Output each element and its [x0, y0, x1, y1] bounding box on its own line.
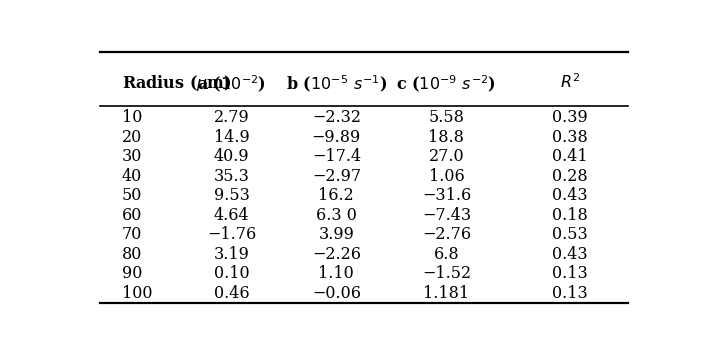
Text: 30: 30: [122, 148, 142, 165]
Text: 10: 10: [122, 109, 142, 126]
Text: 1.06: 1.06: [429, 168, 464, 185]
Text: 14.9: 14.9: [214, 129, 250, 146]
Text: 3.19: 3.19: [214, 246, 250, 263]
Text: 0.41: 0.41: [552, 148, 588, 165]
Text: −1.76: −1.76: [207, 226, 256, 243]
Text: −7.43: −7.43: [422, 207, 471, 224]
Text: 50: 50: [122, 187, 142, 204]
Text: 1.181: 1.181: [423, 285, 469, 302]
Text: 20: 20: [122, 129, 142, 146]
Text: 40.9: 40.9: [214, 148, 250, 165]
Text: 18.8: 18.8: [428, 129, 464, 146]
Text: 80: 80: [122, 246, 142, 263]
Text: −17.4: −17.4: [312, 148, 361, 165]
Text: a ($10^{-2}$): a ($10^{-2}$): [197, 73, 266, 94]
Text: 0.39: 0.39: [552, 109, 588, 126]
Text: 0.53: 0.53: [552, 226, 588, 243]
Text: $R^{2}$: $R^{2}$: [560, 74, 580, 92]
Text: 90: 90: [122, 265, 142, 282]
Text: −0.06: −0.06: [312, 285, 361, 302]
Text: 0.13: 0.13: [552, 265, 588, 282]
Text: 4.64: 4.64: [214, 207, 250, 224]
Text: −2.32: −2.32: [312, 109, 361, 126]
Text: 9.53: 9.53: [214, 187, 250, 204]
Text: 16.2: 16.2: [319, 187, 354, 204]
Text: 35.3: 35.3: [214, 168, 250, 185]
Text: 5.58: 5.58: [428, 109, 464, 126]
Text: 0.38: 0.38: [552, 129, 588, 146]
Text: b ($10^{-5}$ $s^{-1}$): b ($10^{-5}$ $s^{-1}$): [285, 73, 387, 94]
Text: 0.43: 0.43: [552, 246, 588, 263]
Text: 6.3 0: 6.3 0: [316, 207, 357, 224]
Text: 0.43: 0.43: [552, 187, 588, 204]
Text: −9.89: −9.89: [312, 129, 361, 146]
Text: 6.8: 6.8: [434, 246, 459, 263]
Text: Radius ($\mu$m): Radius ($\mu$m): [122, 73, 231, 93]
Text: −31.6: −31.6: [422, 187, 471, 204]
Text: 70: 70: [122, 226, 142, 243]
Text: 27.0: 27.0: [429, 148, 464, 165]
Text: 0.28: 0.28: [552, 168, 588, 185]
Text: 0.18: 0.18: [552, 207, 588, 224]
Text: 0.46: 0.46: [214, 285, 250, 302]
Text: −2.76: −2.76: [422, 226, 471, 243]
Text: 0.13: 0.13: [552, 285, 588, 302]
Text: 60: 60: [122, 207, 142, 224]
Text: 40: 40: [122, 168, 142, 185]
Text: 2.79: 2.79: [214, 109, 250, 126]
Text: 0.10: 0.10: [214, 265, 250, 282]
Text: −1.52: −1.52: [422, 265, 471, 282]
Text: c ($10^{-9}$ $s^{-2}$): c ($10^{-9}$ $s^{-2}$): [396, 73, 496, 94]
Text: −2.26: −2.26: [312, 246, 361, 263]
Text: 100: 100: [122, 285, 152, 302]
Text: −2.97: −2.97: [312, 168, 361, 185]
Text: 1.10: 1.10: [319, 265, 354, 282]
Text: 3.99: 3.99: [318, 226, 354, 243]
